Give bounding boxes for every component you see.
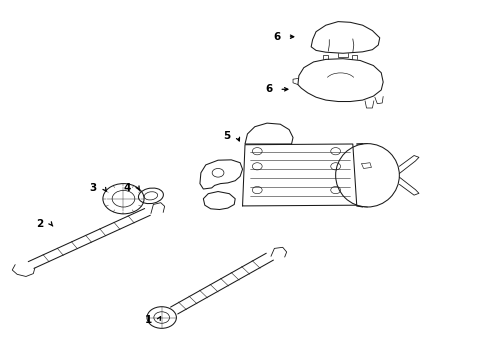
Text: 2: 2: [37, 219, 44, 229]
Text: 5: 5: [223, 131, 230, 141]
Text: 6: 6: [265, 84, 272, 94]
Text: 1: 1: [145, 315, 151, 325]
Text: 3: 3: [90, 183, 97, 193]
Text: 4: 4: [123, 183, 131, 193]
Text: 6: 6: [273, 32, 280, 42]
